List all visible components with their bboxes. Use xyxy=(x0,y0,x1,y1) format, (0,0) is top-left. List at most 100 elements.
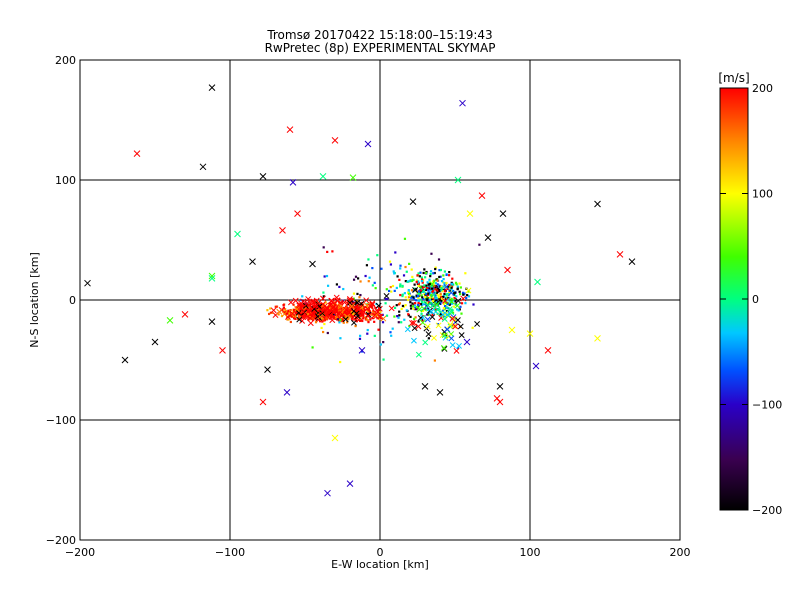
data-dot xyxy=(338,321,341,324)
data-dot xyxy=(419,291,422,294)
data-dot xyxy=(365,312,368,315)
data-dot xyxy=(305,302,308,305)
data-dot xyxy=(426,286,429,290)
data-cross xyxy=(133,150,141,157)
data-dot xyxy=(467,295,471,298)
data-dot xyxy=(422,297,425,301)
data-dot xyxy=(310,317,313,320)
data-cross xyxy=(484,234,492,241)
data-dot xyxy=(407,280,410,283)
data-dot xyxy=(450,286,453,289)
data-dot xyxy=(427,292,430,295)
data-cross xyxy=(367,303,374,310)
data-dot xyxy=(411,302,414,305)
data-dot xyxy=(421,319,424,322)
data-dot xyxy=(412,296,415,299)
data-dot xyxy=(421,287,424,290)
data-dot xyxy=(464,302,467,305)
data-cross xyxy=(328,297,335,304)
data-dot xyxy=(371,310,375,313)
data-cross xyxy=(458,332,465,339)
data-dot xyxy=(420,276,423,279)
data-dot xyxy=(438,308,441,311)
data-dot xyxy=(442,278,445,281)
data-dot xyxy=(374,306,377,309)
data-dot xyxy=(324,316,327,319)
data-dot xyxy=(412,303,415,307)
data-dot xyxy=(390,290,393,293)
data-cross xyxy=(466,210,474,217)
data-dot xyxy=(390,334,393,337)
data-dot xyxy=(367,258,370,261)
data-cross xyxy=(594,200,601,208)
data-dot xyxy=(454,300,457,303)
data-cross xyxy=(410,337,417,344)
data-dot xyxy=(354,324,357,328)
colorbar-ticks: 200 100 0 −100 −200 xyxy=(720,82,782,517)
data-dot xyxy=(393,272,396,275)
data-cross xyxy=(339,311,346,318)
data-dot xyxy=(346,321,349,324)
data-dot xyxy=(378,317,381,320)
data-dot xyxy=(301,295,304,298)
data-dot xyxy=(439,293,442,297)
data-dot xyxy=(422,285,425,288)
data-cross xyxy=(449,342,456,349)
data-dot xyxy=(424,284,428,287)
y-axis-ticks: −200 −100 0 100 200 xyxy=(46,54,76,547)
data-dot xyxy=(478,243,481,246)
data-dot xyxy=(417,304,420,308)
data-dot xyxy=(424,288,428,292)
data-dot xyxy=(325,318,329,321)
y-tick-label: 200 xyxy=(55,54,76,67)
data-cross xyxy=(434,306,441,313)
data-cross xyxy=(377,313,384,320)
data-cross xyxy=(431,334,437,341)
data-dot xyxy=(403,318,406,321)
data-cross xyxy=(208,318,216,325)
data-dot xyxy=(433,307,436,311)
data-dot xyxy=(266,309,269,312)
data-dot xyxy=(444,306,447,310)
data-dot xyxy=(432,280,435,283)
data-dot xyxy=(459,305,462,308)
data-cross xyxy=(448,335,455,342)
data-dot xyxy=(294,315,297,318)
data-dot xyxy=(428,298,432,301)
data-dot xyxy=(434,299,438,302)
data-dot xyxy=(322,319,325,322)
data-cross xyxy=(296,316,303,323)
data-dot xyxy=(433,279,436,282)
data-cross xyxy=(453,347,460,354)
data-dot xyxy=(394,251,397,254)
data-dot xyxy=(450,297,453,300)
data-cross xyxy=(363,297,370,304)
data-dot xyxy=(297,316,301,319)
data-dot xyxy=(344,305,348,309)
data-dot xyxy=(292,310,295,314)
data-dot xyxy=(434,267,437,271)
data-dot xyxy=(361,303,365,306)
data-dot xyxy=(267,312,271,316)
data-cross xyxy=(289,179,297,186)
data-cross xyxy=(287,299,294,306)
data-cross xyxy=(410,319,417,326)
data-dot xyxy=(369,310,372,314)
data-dot xyxy=(341,319,344,322)
data-cross xyxy=(616,251,624,258)
data-dot xyxy=(445,334,448,337)
data-cross xyxy=(478,192,486,199)
data-dot xyxy=(424,276,427,279)
data-dot xyxy=(321,330,325,334)
data-dot xyxy=(389,263,393,266)
data-cross xyxy=(319,173,327,180)
data-cross xyxy=(279,227,286,234)
data-dot xyxy=(409,315,412,318)
data-dot xyxy=(403,237,407,240)
data-cross xyxy=(281,311,288,317)
data-dot xyxy=(404,296,407,299)
data-dot xyxy=(386,298,389,301)
data-cross xyxy=(422,339,429,346)
data-dot xyxy=(307,312,310,316)
data-dot xyxy=(442,285,445,288)
